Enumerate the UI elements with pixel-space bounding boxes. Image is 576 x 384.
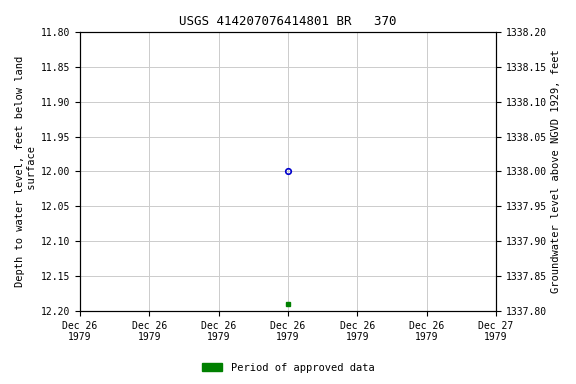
Title: USGS 414207076414801 BR   370: USGS 414207076414801 BR 370: [179, 15, 397, 28]
Y-axis label: Groundwater level above NGVD 1929, feet: Groundwater level above NGVD 1929, feet: [551, 50, 561, 293]
Legend: Period of approved data: Period of approved data: [198, 359, 378, 377]
Y-axis label: Depth to water level, feet below land
 surface: Depth to water level, feet below land su…: [15, 56, 37, 287]
